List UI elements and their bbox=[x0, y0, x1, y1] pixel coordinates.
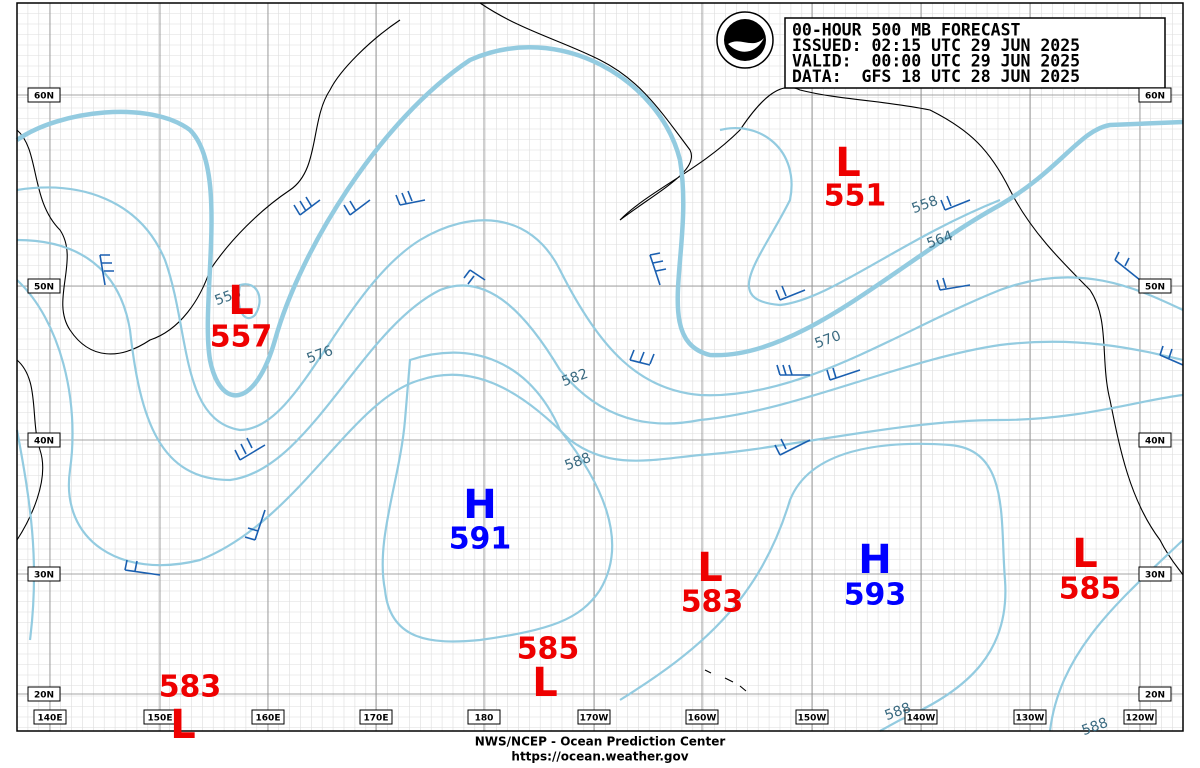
grid-label-box bbox=[577, 709, 611, 725]
coastlines bbox=[16, 2, 1184, 692]
grid-label-box bbox=[1138, 566, 1172, 582]
center-letter: H bbox=[463, 482, 496, 528]
grid-label-box bbox=[1138, 278, 1172, 294]
wind-barbs bbox=[99, 190, 1184, 576]
noaa-logo bbox=[716, 11, 774, 69]
grid-label-box bbox=[685, 709, 719, 725]
center-value: 585 bbox=[517, 632, 580, 667]
grid bbox=[16, 2, 1183, 731]
header-line: 00-HOUR 500 MB FORECAST bbox=[792, 21, 1021, 40]
grid-label: 170E bbox=[364, 714, 389, 724]
grid-label-box bbox=[143, 709, 177, 725]
contours bbox=[15, 45, 1184, 732]
contour-570 bbox=[16, 186, 1184, 432]
center-value: 557 bbox=[210, 320, 273, 355]
hawaii bbox=[704, 669, 747, 692]
center-letter: L bbox=[835, 140, 861, 186]
contour-west bbox=[15, 429, 36, 641]
grid-label: 50N bbox=[34, 283, 54, 293]
grid-label-box bbox=[27, 686, 61, 702]
grid-label: 40N bbox=[1145, 437, 1165, 447]
contour-576 bbox=[16, 238, 1184, 482]
header-box bbox=[784, 17, 1166, 89]
contour-558-small bbox=[237, 283, 261, 320]
center-letter: L bbox=[697, 545, 723, 591]
grid-label-box bbox=[1123, 709, 1157, 725]
grid-label-box bbox=[27, 432, 61, 448]
grid-label: 170W bbox=[580, 714, 609, 724]
grid-label-box bbox=[795, 709, 829, 725]
grid-label: 30N bbox=[34, 571, 54, 581]
center-value: 551 bbox=[824, 179, 887, 214]
grid-label-box bbox=[1138, 686, 1172, 702]
grid-label-box bbox=[251, 709, 285, 725]
grid-label: 60N bbox=[1145, 92, 1165, 102]
grid-label: 180 bbox=[475, 714, 494, 724]
labels: 60N 60N 50N 50N 40N 40N 30N 30N 20N 20N 140E 150E 16… bbox=[27, 87, 1172, 748]
grid-label: 20N bbox=[1145, 691, 1165, 701]
grid-label-box bbox=[27, 566, 61, 582]
center-value: 593 bbox=[844, 578, 907, 613]
center-letter: H bbox=[858, 537, 891, 583]
center-value: 583 bbox=[681, 585, 744, 620]
grid-label: 120W bbox=[1126, 714, 1155, 724]
grid-label-box bbox=[359, 709, 393, 725]
contour-558 bbox=[719, 127, 1001, 307]
grid-label-box bbox=[467, 709, 501, 725]
center-letter: L bbox=[170, 702, 196, 748]
americas-coast bbox=[479, 2, 1184, 576]
grid-label-box bbox=[1138, 432, 1172, 448]
center-letter: L bbox=[1072, 531, 1098, 577]
center-value: 591 bbox=[449, 522, 512, 557]
grid-label: 60N bbox=[34, 92, 54, 102]
center-value: 585 bbox=[1059, 572, 1122, 607]
center-letter: L bbox=[228, 278, 254, 324]
header-line: VALID: 00:00 UTC 29 JUN 2025 bbox=[792, 52, 1080, 71]
grid-label-box bbox=[1013, 709, 1047, 725]
contour-564 bbox=[15, 45, 1184, 398]
grid-label-box bbox=[27, 87, 61, 103]
grid-label: 150E bbox=[148, 714, 173, 724]
grid-label: 20N bbox=[34, 691, 54, 701]
map-frame bbox=[16, 2, 1184, 732]
asia-coast bbox=[16, 19, 401, 355]
footer-agency: NWS/NCEP - Ocean Prediction Center bbox=[475, 735, 726, 749]
header-line: DATA: GFS 18 UTC 28 JUN 2025 bbox=[792, 67, 1080, 86]
grid-label-box bbox=[904, 709, 938, 725]
grid-label: 140W bbox=[907, 714, 936, 724]
contour-582 bbox=[16, 279, 1184, 567]
grid-label: 160E bbox=[256, 714, 281, 724]
contour-588-east bbox=[1048, 539, 1184, 732]
grid-label: 150W bbox=[798, 714, 827, 724]
contour-591 bbox=[381, 351, 614, 643]
grid-label-box bbox=[1138, 87, 1172, 103]
center-letter: L bbox=[532, 660, 558, 706]
grid-label-box bbox=[33, 709, 67, 725]
grid-label: 130W bbox=[1016, 714, 1045, 724]
center-value: 583 bbox=[159, 670, 222, 705]
grid-label: 30N bbox=[1145, 571, 1165, 581]
grid-label: 160W bbox=[688, 714, 717, 724]
grid-label: 50N bbox=[1145, 283, 1165, 293]
contour-588 bbox=[619, 442, 1007, 732]
grid-label: 40N bbox=[34, 437, 54, 447]
grid-label-box bbox=[27, 278, 61, 294]
header-line: ISSUED: 02:15 UTC 29 JUN 2025 bbox=[792, 36, 1080, 55]
footer-url: https://ocean.weather.gov bbox=[511, 750, 688, 764]
grid-label: 140E bbox=[38, 714, 63, 724]
